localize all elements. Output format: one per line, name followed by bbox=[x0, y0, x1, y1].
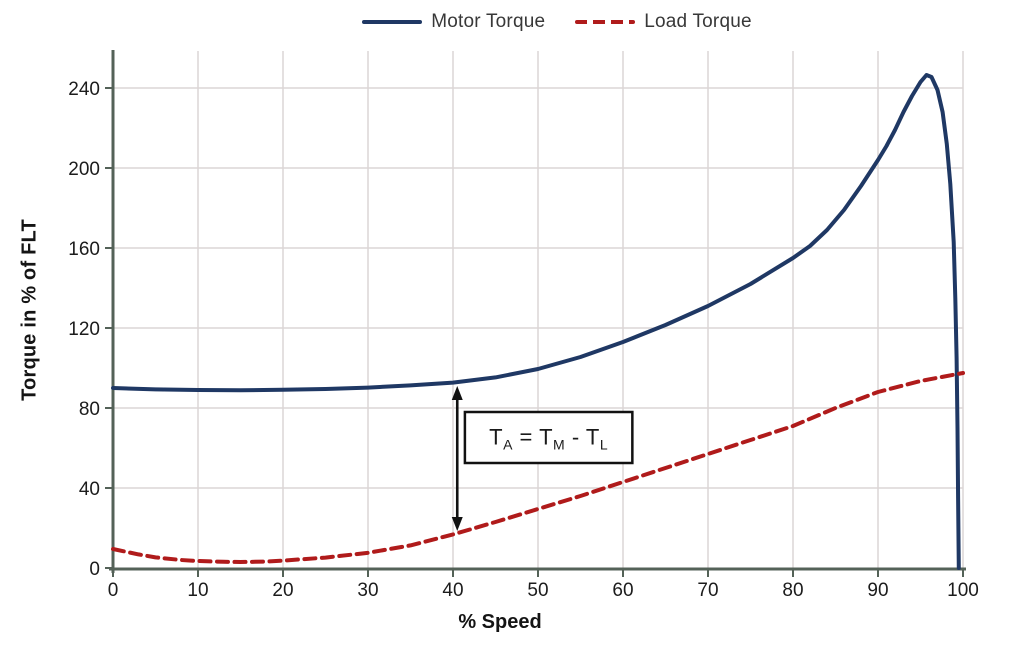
load-torque-line-swatch bbox=[575, 20, 636, 24]
x-tick-label: 70 bbox=[697, 580, 718, 601]
load-torque-curve bbox=[111, 371, 965, 564]
x-tick-label: 100 bbox=[947, 580, 979, 601]
y-tick-label: 160 bbox=[68, 239, 100, 260]
y-tick-label: 0 bbox=[89, 559, 100, 580]
motor-torque-line-swatch bbox=[362, 20, 423, 24]
x-tick-label: 10 bbox=[187, 580, 208, 601]
x-tick-label: 90 bbox=[867, 580, 888, 601]
legend-label-motor-torque: Motor Torque bbox=[431, 11, 546, 32]
x-tick-label: 40 bbox=[442, 580, 463, 601]
y-tick-label: 120 bbox=[68, 319, 100, 340]
x-tick-label: 30 bbox=[357, 580, 378, 601]
arrowhead-down-icon bbox=[451, 517, 463, 531]
arrowhead-up-icon bbox=[451, 386, 463, 400]
motor-torque-curve bbox=[111, 73, 961, 570]
legend-item-load-torque: Load Torque bbox=[575, 11, 752, 33]
y-tick-label: 240 bbox=[68, 79, 100, 100]
y-tick-label: 80 bbox=[79, 399, 100, 420]
x-tick-label: 60 bbox=[612, 580, 633, 601]
y-tick-label: 40 bbox=[79, 479, 100, 500]
x-tick-label: 20 bbox=[272, 580, 293, 601]
legend-item-motor-torque: Motor Torque bbox=[362, 11, 545, 33]
torque-equation-box bbox=[463, 410, 634, 465]
x-tick-label: 80 bbox=[782, 580, 803, 601]
legend-label-load-torque: Load Torque bbox=[644, 11, 752, 32]
chart-legend: Motor Torque Load Torque bbox=[45, 9, 1024, 35]
x-tick-label: 50 bbox=[527, 580, 548, 601]
x-tick-label: 0 bbox=[108, 580, 119, 601]
torque-equation-text: TA = TM - TL bbox=[489, 425, 608, 453]
x-axis-title: % Speed bbox=[458, 611, 542, 633]
y-tick-label: 200 bbox=[68, 159, 100, 180]
